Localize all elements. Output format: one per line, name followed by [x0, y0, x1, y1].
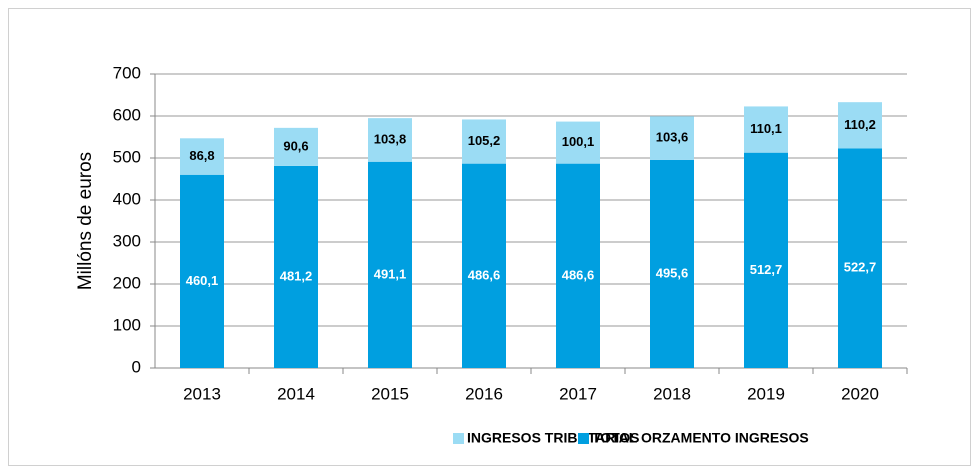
bar-segment [462, 119, 506, 164]
bar-segment [650, 116, 694, 160]
x-tick-label: 2016 [465, 384, 503, 403]
data-label: 486,6 [468, 267, 501, 282]
data-label: 100,1 [562, 134, 595, 149]
y-tick-label: 300 [113, 231, 141, 250]
y-tick-label: 100 [113, 315, 141, 334]
x-tick-label: 2020 [841, 384, 879, 403]
x-tick-label: 2017 [559, 384, 597, 403]
bar-segment [556, 121, 600, 164]
bar-segment [744, 106, 788, 153]
data-label: 86,8 [189, 148, 214, 163]
data-label: 460,1 [186, 273, 219, 288]
bar-segment [180, 174, 224, 368]
legend-swatch [453, 433, 464, 444]
bar-segment [368, 161, 412, 368]
data-label: 110,1 [750, 121, 782, 136]
bar-segment [368, 118, 412, 162]
y-tick-label: 200 [113, 273, 141, 292]
data-label: 486,6 [562, 267, 595, 282]
data-label: 491,1 [374, 266, 407, 281]
y-tick-label: 0 [132, 357, 141, 376]
legend-label: TOTAL ORZAMENTO INGRESOS [592, 430, 809, 446]
data-label: 481,2 [280, 268, 313, 283]
bar-segment [180, 138, 224, 175]
y-axis-title: Millóns de euros [75, 152, 96, 290]
bar-segment [838, 148, 882, 368]
y-tick-label: 700 [113, 63, 141, 82]
x-tick-label: 2013 [183, 384, 221, 403]
bar-segment [744, 152, 788, 368]
y-tick-label: 400 [113, 189, 141, 208]
bar-segment [556, 163, 600, 368]
bar-segment [838, 102, 882, 149]
y-tick-label: 500 [113, 147, 141, 166]
bar-segment [274, 127, 318, 166]
bar-segment [462, 163, 506, 368]
x-tick-label: 2019 [747, 384, 785, 403]
legend-label: INGRESOS TRIBUTARIOS [467, 430, 639, 446]
data-label: 110,2 [844, 117, 876, 132]
y-tick-label: 600 [113, 105, 141, 124]
bar-segment [650, 159, 694, 368]
x-tick-label: 2015 [371, 384, 409, 403]
x-tick-label: 2014 [277, 384, 315, 403]
data-label: 103,6 [656, 130, 689, 145]
data-label: 103,8 [374, 131, 407, 146]
data-label: 495,6 [656, 265, 689, 280]
data-label: 90,6 [283, 138, 308, 153]
data-label: 105,2 [468, 133, 501, 148]
data-label: 522,7 [844, 260, 877, 275]
bar-segment [274, 165, 318, 368]
legend-swatch [578, 433, 589, 444]
data-label: 512,7 [750, 262, 783, 277]
x-tick-label: 2018 [653, 384, 691, 403]
